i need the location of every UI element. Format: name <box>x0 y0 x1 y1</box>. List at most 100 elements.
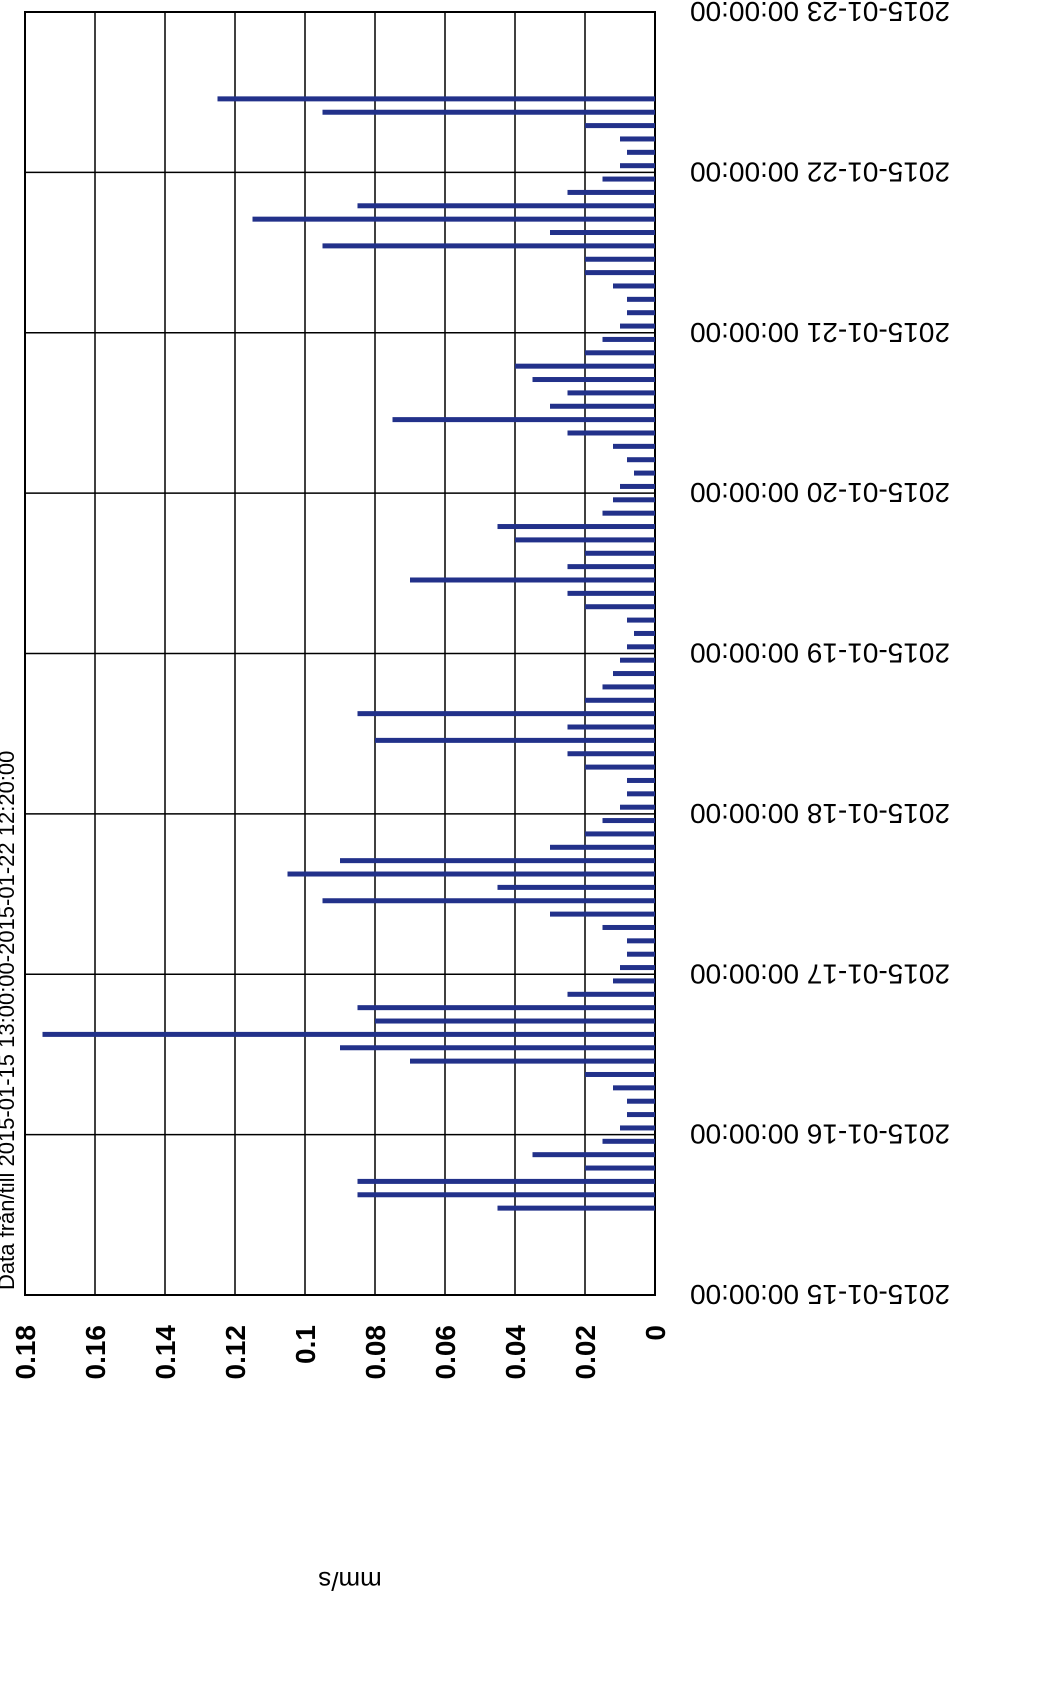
y-tick-label: 0.18 <box>10 1325 41 1380</box>
bar <box>627 617 655 623</box>
bar <box>602 1138 655 1144</box>
y-axis-label: mm/s <box>318 1566 382 1596</box>
bar <box>620 965 655 971</box>
bar <box>252 216 655 222</box>
bar <box>392 417 655 423</box>
x-tick-label: 2015-01-15 00:00:00 <box>690 1279 950 1310</box>
bar <box>620 1125 655 1131</box>
bar <box>585 1071 655 1077</box>
bar <box>585 123 655 129</box>
bar <box>585 831 655 837</box>
x-tick-label: 2015-01-19 00:00:00 <box>690 638 950 669</box>
x-tick-label: 2015-01-20 00:00:00 <box>690 477 950 508</box>
y-tick-label: 0.12 <box>220 1325 251 1380</box>
bar <box>567 430 655 436</box>
bar <box>550 844 655 850</box>
bar <box>585 1165 655 1171</box>
rotated-chart: Data från/till 2015-01-15 13:00:00-2015-… <box>0 0 950 1596</box>
bar <box>567 724 655 730</box>
bar <box>627 777 655 783</box>
bar <box>410 1058 655 1064</box>
bar <box>627 149 655 155</box>
bar <box>217 96 655 102</box>
bar <box>550 403 655 409</box>
bar <box>357 1178 655 1184</box>
bar <box>357 711 655 717</box>
bar <box>567 564 655 570</box>
y-tick-label: 0.14 <box>150 1325 181 1380</box>
x-tick-label: 2015-01-17 00:00:00 <box>690 958 950 989</box>
plot-frame <box>24 11 656 1296</box>
y-tick-label: 0.08 <box>360 1325 391 1380</box>
bar <box>627 938 655 944</box>
y-tick-label: 0.1 <box>290 1325 321 1364</box>
y-tick-label: 0.06 <box>430 1325 461 1380</box>
bar <box>497 884 655 890</box>
bar <box>550 911 655 917</box>
bar <box>613 978 655 984</box>
x-tick-label: 2015-01-16 00:00:00 <box>690 1119 950 1150</box>
bar <box>375 737 655 743</box>
bar <box>620 483 655 489</box>
bar <box>627 1112 655 1118</box>
bar <box>634 470 655 476</box>
bar <box>497 524 655 530</box>
bar <box>620 804 655 810</box>
bar <box>585 270 655 276</box>
x-tick-label: 2015-01-18 00:00:00 <box>690 798 950 829</box>
bar <box>585 697 655 703</box>
bar <box>602 176 655 182</box>
bar <box>602 924 655 930</box>
x-tick-label: 2015-01-23 00:00:00 <box>690 0 950 27</box>
bar <box>515 363 655 369</box>
bar <box>532 377 655 383</box>
bar <box>567 189 655 195</box>
bar <box>627 644 655 650</box>
bar <box>497 1205 655 1211</box>
bar <box>613 283 655 289</box>
bar <box>620 163 655 169</box>
bar <box>322 243 655 249</box>
bar <box>322 109 655 115</box>
bar <box>410 577 655 583</box>
bar <box>515 537 655 543</box>
bar <box>550 230 655 236</box>
bar <box>602 510 655 516</box>
y-tick-label: 0 <box>640 1325 671 1341</box>
bar <box>567 390 655 396</box>
y-tick-label: 0.04 <box>500 1325 531 1380</box>
bar <box>357 1005 655 1011</box>
bar <box>613 443 655 449</box>
bar <box>627 1098 655 1104</box>
bar <box>620 657 655 663</box>
bar <box>634 630 655 636</box>
bar <box>585 604 655 610</box>
y-tick-label: 0.02 <box>570 1325 601 1380</box>
bar <box>567 751 655 757</box>
bar <box>602 818 655 824</box>
bar <box>602 336 655 342</box>
bar <box>357 1192 655 1198</box>
bar <box>613 1085 655 1091</box>
bar <box>585 350 655 356</box>
bar <box>322 898 655 904</box>
bar <box>42 1031 655 1037</box>
bar <box>585 550 655 556</box>
bar <box>627 457 655 463</box>
bar <box>532 1152 655 1158</box>
chart-title: Data från/till 2015-01-15 13:00:00-2015-… <box>0 751 19 1290</box>
bar <box>585 256 655 262</box>
bar <box>287 871 655 877</box>
bar <box>602 684 655 690</box>
bar <box>613 497 655 503</box>
bar <box>567 590 655 596</box>
bar <box>357 203 655 209</box>
bar <box>375 1018 655 1024</box>
bar <box>620 136 655 142</box>
bar <box>620 323 655 329</box>
bar <box>627 951 655 957</box>
y-tick-label: 0.16 <box>80 1325 111 1380</box>
bar <box>627 310 655 316</box>
bar <box>567 991 655 997</box>
